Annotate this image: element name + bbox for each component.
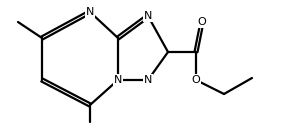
Text: O: O	[198, 17, 206, 27]
Text: N: N	[144, 11, 152, 21]
Text: N: N	[86, 7, 94, 17]
Text: N: N	[144, 75, 152, 85]
Text: N: N	[114, 75, 122, 85]
Text: O: O	[192, 75, 201, 85]
